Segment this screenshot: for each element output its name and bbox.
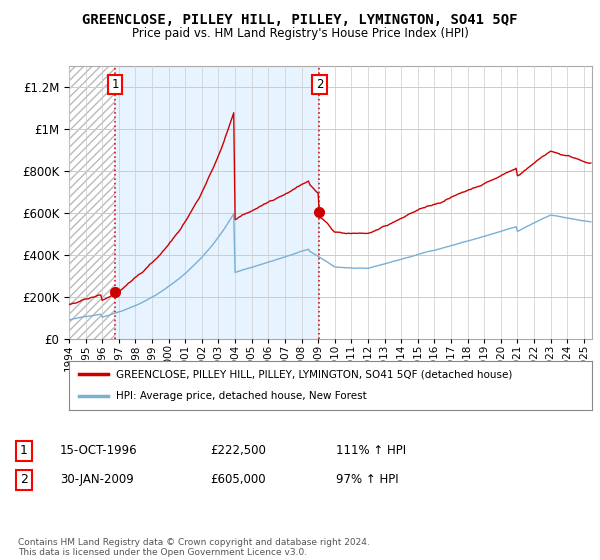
Text: £605,000: £605,000 — [210, 473, 266, 487]
Text: 97% ↑ HPI: 97% ↑ HPI — [336, 473, 398, 487]
Text: Price paid vs. HM Land Registry's House Price Index (HPI): Price paid vs. HM Land Registry's House … — [131, 27, 469, 40]
Bar — [115, 66, 319, 339]
Text: Contains HM Land Registry data © Crown copyright and database right 2024.
This d: Contains HM Land Registry data © Crown c… — [18, 538, 370, 557]
Text: £222,500: £222,500 — [210, 444, 266, 458]
Text: 2: 2 — [316, 78, 323, 91]
Text: GREENCLOSE, PILLEY HILL, PILLEY, LYMINGTON, SO41 5QF: GREENCLOSE, PILLEY HILL, PILLEY, LYMINGT… — [82, 13, 518, 27]
Text: 15-OCT-1996: 15-OCT-1996 — [60, 444, 137, 458]
Text: 2: 2 — [20, 473, 28, 487]
Text: 111% ↑ HPI: 111% ↑ HPI — [336, 444, 406, 458]
Text: 30-JAN-2009: 30-JAN-2009 — [60, 473, 134, 487]
Text: GREENCLOSE, PILLEY HILL, PILLEY, LYMINGTON, SO41 5QF (detached house): GREENCLOSE, PILLEY HILL, PILLEY, LYMINGT… — [116, 370, 512, 380]
Text: HPI: Average price, detached house, New Forest: HPI: Average price, detached house, New … — [116, 391, 367, 401]
Text: 1: 1 — [20, 444, 28, 458]
Text: 1: 1 — [112, 78, 119, 91]
